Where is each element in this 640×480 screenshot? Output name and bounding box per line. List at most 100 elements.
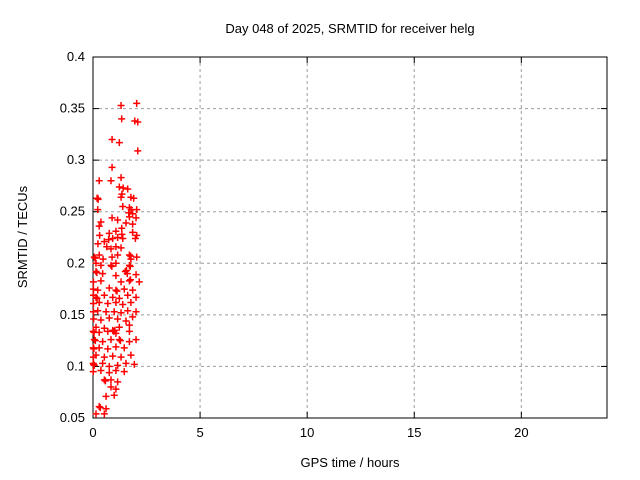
data-point-marker — [94, 240, 102, 248]
data-point-marker — [130, 360, 138, 368]
data-point-marker — [129, 210, 137, 218]
x-axis-label: GPS time / hours — [300, 455, 400, 470]
data-point-marker — [105, 229, 113, 237]
data-point-marker — [112, 272, 120, 280]
data-point-marker — [131, 235, 139, 243]
data-point-marker — [108, 214, 116, 222]
data-point-marker — [100, 324, 108, 332]
data-point-marker — [105, 369, 113, 377]
data-point-marker — [125, 338, 133, 346]
data-point-marker — [108, 262, 116, 270]
plot-frame — [92, 56, 608, 419]
data-point-marker — [112, 227, 120, 235]
data-point-marker — [97, 277, 105, 285]
y-tick-label: 0.3 — [67, 152, 85, 167]
data-point-marker — [117, 101, 125, 109]
data-point-marker — [95, 403, 103, 411]
data-point-marker — [124, 307, 132, 315]
data-point-marker — [92, 268, 100, 276]
data-point-marker — [115, 336, 123, 344]
data-point-marker — [97, 218, 105, 226]
data-point-marker — [94, 195, 102, 203]
data-point-marker — [90, 315, 98, 323]
data-point-marker — [124, 185, 132, 193]
data-point-marker — [115, 139, 123, 147]
data-point-marker — [99, 270, 107, 278]
data-point-marker — [95, 298, 103, 306]
data-point-marker — [95, 251, 103, 259]
data-point-marker — [92, 351, 100, 359]
data-point-marker — [89, 278, 97, 286]
data-point-marker — [122, 317, 130, 325]
data-point-marker — [134, 118, 142, 126]
y-tick-label: 0.25 — [60, 204, 85, 219]
data-point-marker — [100, 410, 108, 418]
data-point-marker — [129, 313, 137, 321]
data-point-marker — [108, 136, 116, 144]
data-point-marker — [127, 351, 135, 359]
data-point-marker — [90, 253, 98, 261]
data-point-marker — [109, 235, 117, 243]
data-point-marker — [90, 345, 98, 353]
data-point-marker — [107, 383, 115, 391]
data-point-marker — [93, 194, 101, 202]
data-point-marker — [125, 261, 133, 269]
data-point-marker — [108, 163, 116, 171]
data-point-marker — [118, 230, 126, 238]
data-point-marker — [105, 284, 113, 292]
data-point-marker — [100, 353, 108, 361]
data-point-marker — [133, 253, 141, 261]
data-point-marker — [114, 251, 122, 259]
data-point-marker — [100, 238, 108, 246]
data-point-marker — [90, 336, 98, 344]
data-point-marker — [132, 271, 140, 279]
x-tick-label: 15 — [407, 425, 421, 440]
data-point-marker — [112, 243, 120, 251]
data-point-marker — [104, 345, 112, 353]
data-point-marker — [126, 262, 134, 270]
data-point-marker — [112, 385, 120, 393]
data-point-marker — [108, 253, 116, 261]
data-point-marker — [122, 219, 130, 227]
x-tick-label: 20 — [514, 425, 528, 440]
y-tick-label: 0.1 — [67, 358, 85, 373]
data-point-marker — [104, 327, 112, 335]
data-point-marker — [119, 184, 127, 192]
data-point-marker — [107, 261, 115, 269]
data-point-marker — [92, 323, 100, 331]
x-tick-label: 5 — [196, 425, 203, 440]
data-point-marker — [127, 255, 135, 263]
data-point-marker — [89, 300, 97, 308]
data-point-marker — [133, 99, 141, 107]
data-point-marker — [126, 276, 134, 284]
data-point-marker — [132, 336, 140, 344]
data-point-marker — [133, 206, 141, 214]
data-point-marker — [102, 405, 110, 413]
data-point-marker — [117, 353, 125, 361]
data-point-marker — [105, 314, 113, 322]
chart-title: Day 048 of 2025, SRMTID for receiver hel… — [225, 21, 475, 36]
data-point-marker — [95, 222, 103, 230]
data-point-marker — [94, 286, 102, 294]
data-point-marker — [129, 286, 137, 294]
data-point-marker — [114, 216, 122, 224]
data-point-marker — [107, 177, 115, 185]
data-point-marker — [97, 261, 105, 269]
data-point-marker — [114, 315, 122, 323]
y-tick-label: 0.15 — [60, 307, 85, 322]
data-point-marker — [133, 231, 141, 239]
data-point-marker — [97, 316, 105, 324]
data-point-marker — [132, 293, 140, 301]
data-point-marker — [101, 377, 109, 385]
data-point-marker — [112, 286, 120, 294]
data-point-marker — [109, 352, 117, 360]
data-point-marker — [125, 277, 133, 285]
data-point-marker — [112, 298, 120, 306]
data-point-marker — [103, 243, 111, 251]
data-point-marker — [135, 278, 143, 286]
data-point-marker — [120, 344, 128, 352]
data-point-marker — [107, 245, 115, 253]
data-point-marker — [113, 287, 121, 295]
data-point-marker — [99, 359, 107, 367]
